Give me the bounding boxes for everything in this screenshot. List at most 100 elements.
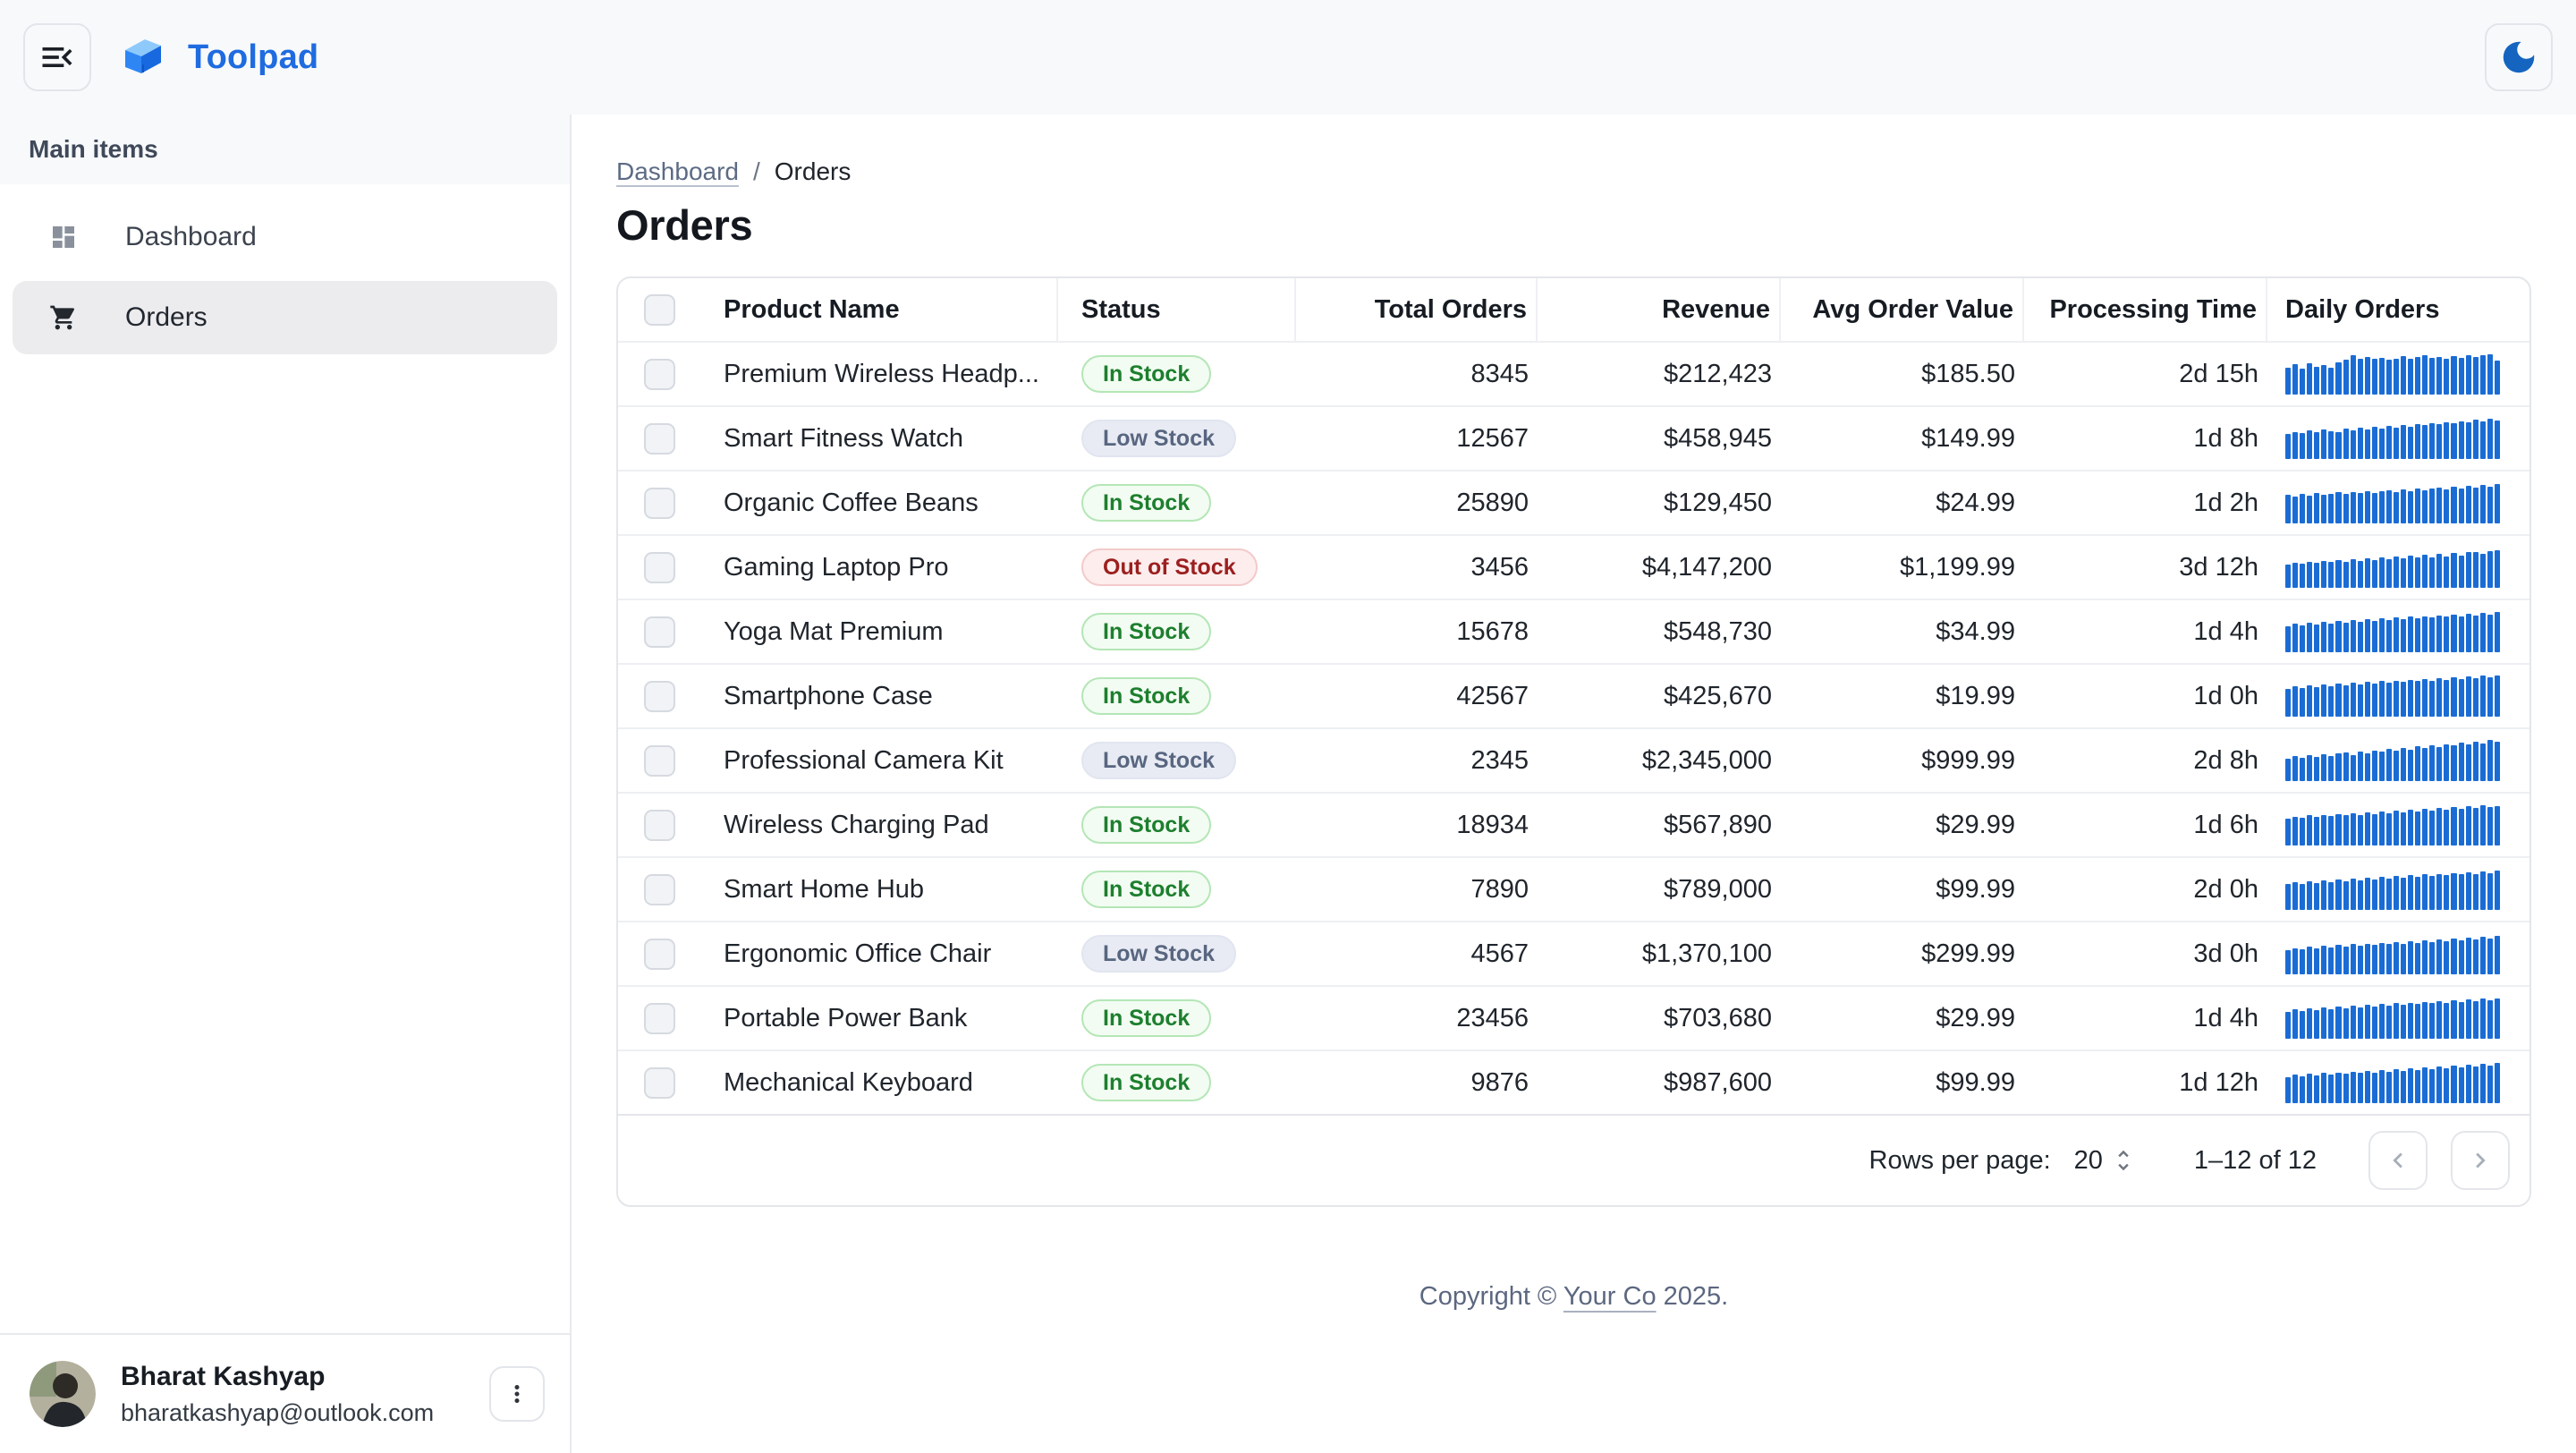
status-badge: In Stock: [1081, 871, 1212, 908]
moon-icon: [2498, 37, 2539, 78]
processing-time-cell: 1d 8h: [2193, 423, 2258, 453]
select-all-checkbox[interactable]: [643, 293, 675, 326]
table-row[interactable]: Yoga Mat Premium In Stock 15678 $548,730…: [618, 599, 2529, 663]
brand-name: Toolpad: [188, 38, 319, 76]
daily-orders-sparkline: [2285, 611, 2500, 652]
revenue-cell: $789,000: [1664, 874, 1772, 904]
avg-order-value-cell: $19.99: [1936, 681, 2015, 710]
processing-time-cell: 2d 8h: [2193, 745, 2258, 775]
avg-order-value-cell: $999.99: [1921, 745, 2015, 775]
previous-page-button[interactable]: [2368, 1131, 2428, 1190]
product-name-cell: Mechanical Keyboard: [724, 1067, 973, 1097]
processing-time-cell: 1d 4h: [2193, 616, 2258, 646]
theme-toggle-button[interactable]: [2485, 23, 2553, 91]
table-row[interactable]: Organic Coffee Beans In Stock 25890 $129…: [618, 470, 2529, 534]
column-header-processing-time[interactable]: Processing Time: [2024, 278, 2267, 341]
breadcrumb-separator: /: [752, 157, 760, 185]
product-name-cell: Smart Fitness Watch: [724, 423, 964, 453]
daily-orders-sparkline: [2285, 869, 2500, 910]
status-badge: Low Stock: [1081, 742, 1237, 779]
daily-orders-sparkline: [2285, 933, 2500, 974]
table-row[interactable]: Smartphone Case In Stock 42567 $425,670 …: [618, 663, 2529, 727]
product-name-cell: Smart Home Hub: [724, 874, 925, 904]
table-row[interactable]: Smart Home Hub In Stock 7890 $789,000 $9…: [618, 856, 2529, 921]
revenue-cell: $703,680: [1664, 1003, 1772, 1032]
company-link[interactable]: Your Co: [1563, 1282, 1657, 1311]
total-orders-cell: 15678: [1456, 616, 1529, 646]
avg-order-value-cell: $99.99: [1936, 874, 2015, 904]
sidebar-section-label: Main items: [0, 115, 570, 184]
processing-time-cell: 1d 12h: [2179, 1067, 2258, 1097]
row-checkbox[interactable]: [643, 1002, 675, 1034]
row-checkbox[interactable]: [643, 487, 675, 519]
table-row[interactable]: Wireless Charging Pad In Stock 18934 $56…: [618, 792, 2529, 856]
status-badge: In Stock: [1081, 677, 1212, 715]
column-header-daily-orders[interactable]: Daily Orders: [2285, 294, 2440, 324]
row-checkbox[interactable]: [643, 680, 675, 712]
row-checkbox[interactable]: [643, 616, 675, 648]
product-name-cell: Wireless Charging Pad: [724, 810, 989, 839]
column-header-product-name[interactable]: Product Name: [700, 278, 1058, 341]
total-orders-cell: 18934: [1456, 810, 1529, 839]
avg-order-value-cell: $34.99: [1936, 616, 2015, 646]
product-name-cell: Organic Coffee Beans: [724, 488, 979, 517]
avg-order-value-cell: $185.50: [1921, 359, 2015, 388]
breadcrumb: Dashboard / Orders: [616, 157, 2531, 186]
table-row[interactable]: Gaming Laptop Pro Out of Stock 3456 $4,1…: [618, 534, 2529, 599]
sidebar-item-orders[interactable]: Orders: [13, 281, 557, 354]
row-checkbox[interactable]: [643, 1066, 675, 1099]
orders-table: Product Name Status Total Orders Revenue…: [616, 276, 2531, 1207]
product-name-cell: Smartphone Case: [724, 681, 933, 710]
processing-time-cell: 2d 15h: [2179, 359, 2258, 388]
revenue-cell: $548,730: [1664, 616, 1772, 646]
row-checkbox[interactable]: [643, 938, 675, 970]
sidebar-item-label: Orders: [125, 302, 208, 332]
avatar: [30, 1361, 96, 1427]
column-header-status[interactable]: Status: [1058, 278, 1296, 341]
copyright-suffix: 2025.: [1656, 1282, 1729, 1311]
table-row[interactable]: Ergonomic Office Chair Low Stock 4567 $1…: [618, 921, 2529, 985]
dashboard-icon: [48, 223, 79, 251]
row-checkbox[interactable]: [643, 809, 675, 841]
table-row[interactable]: Professional Camera Kit Low Stock 2345 $…: [618, 727, 2529, 792]
total-orders-cell: 4567: [1470, 939, 1529, 968]
sidebar-item-label: Dashboard: [125, 222, 257, 251]
column-header-avg-order-value[interactable]: Avg Order Value: [1781, 278, 2024, 341]
breadcrumb-dashboard-link[interactable]: Dashboard: [616, 157, 739, 185]
row-checkbox[interactable]: [643, 744, 675, 777]
revenue-cell: $425,670: [1664, 681, 1772, 710]
sidebar-collapse-button[interactable]: [23, 23, 91, 91]
daily-orders-sparkline: [2285, 740, 2500, 781]
status-badge: In Stock: [1081, 613, 1212, 650]
row-checkbox[interactable]: [643, 422, 675, 455]
breadcrumb-current: Orders: [774, 157, 852, 185]
daily-orders-sparkline: [2285, 676, 2500, 717]
menu-open-icon: [38, 38, 77, 77]
daily-orders-sparkline: [2285, 998, 2500, 1039]
total-orders-cell: 8345: [1470, 359, 1529, 388]
table-row[interactable]: Mechanical Keyboard In Stock 9876 $987,6…: [618, 1049, 2529, 1114]
table-row[interactable]: Premium Wireless Headp... In Stock 8345 …: [618, 341, 2529, 405]
row-checkbox[interactable]: [643, 873, 675, 905]
column-header-total-orders[interactable]: Total Orders: [1296, 278, 1538, 341]
daily-orders-sparkline: [2285, 482, 2500, 523]
user-email: bharatkashyap@outlook.com: [121, 1398, 435, 1426]
row-checkbox[interactable]: [643, 551, 675, 583]
sidebar-nav: Dashboard Orders: [0, 184, 570, 1333]
column-header-revenue[interactable]: Revenue: [1538, 278, 1781, 341]
table-row[interactable]: Smart Fitness Watch Low Stock 12567 $458…: [618, 405, 2529, 470]
row-checkbox[interactable]: [643, 358, 675, 390]
avg-order-value-cell: $24.99: [1936, 488, 2015, 517]
revenue-cell: $4,147,200: [1641, 552, 1772, 582]
chevron-right-icon: [2465, 1145, 2496, 1176]
sidebar-item-dashboard[interactable]: Dashboard: [13, 200, 557, 274]
revenue-cell: $567,890: [1664, 810, 1772, 839]
user-menu-button[interactable]: [489, 1366, 545, 1422]
status-badge: In Stock: [1081, 806, 1212, 844]
rows-per-page-select[interactable]: 20: [2074, 1146, 2137, 1176]
avg-order-value-cell: $149.99: [1921, 423, 2015, 453]
table-row[interactable]: Portable Power Bank In Stock 23456 $703,…: [618, 985, 2529, 1049]
brand[interactable]: Toolpad: [118, 32, 318, 82]
next-page-button[interactable]: [2451, 1131, 2510, 1190]
status-badge: Out of Stock: [1081, 548, 1258, 586]
